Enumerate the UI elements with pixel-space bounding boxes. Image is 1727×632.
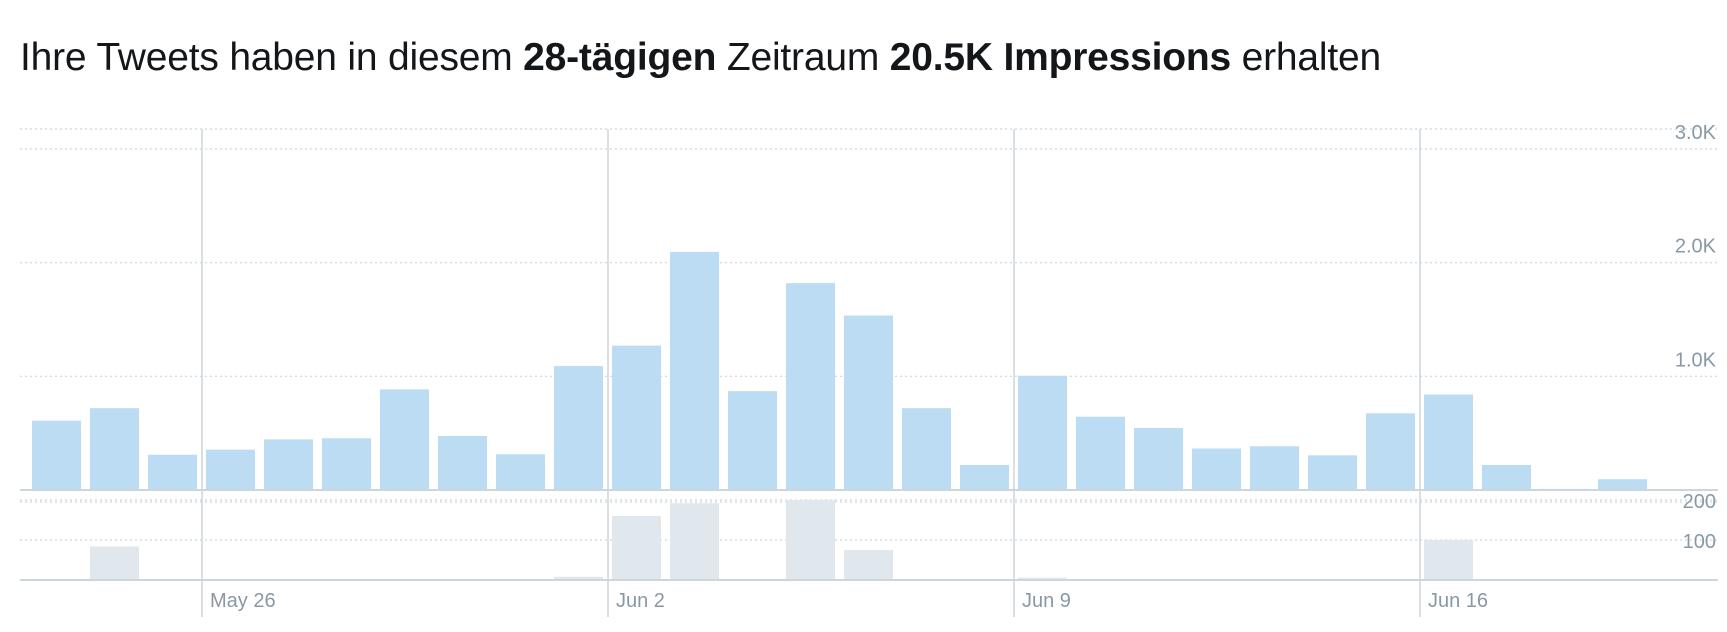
chart-title: Ihre Tweets haben in diesem 28-tägigen Z… [20, 34, 1381, 82]
impressions-bar [1308, 455, 1357, 490]
engagements-bar [786, 500, 835, 580]
impressions-bar [728, 391, 777, 490]
x-tick-label: Jun 16 [1428, 590, 1488, 612]
title-suffix: erhalten [1231, 36, 1382, 79]
title-middle: Zeitraum [716, 36, 890, 79]
impressions-bar [1134, 428, 1183, 490]
impressions-bar [90, 408, 139, 490]
impressions-bar [206, 449, 255, 490]
impressions-bar [264, 439, 313, 490]
impressions-bar [612, 345, 661, 490]
impressions-bar [902, 408, 951, 490]
title-total: 20.5K Impressions [889, 36, 1232, 79]
impressions-bar [1076, 416, 1125, 490]
y-tick-label: 1.0K [1675, 349, 1717, 371]
impressions-bar [438, 436, 487, 490]
engagements-bar [1018, 577, 1067, 580]
title-period: 28-tägigen [523, 36, 717, 79]
engagements-bar [670, 503, 719, 580]
impressions-bar [1018, 375, 1067, 490]
engagements-bar [612, 516, 661, 580]
impressions-bar [1250, 446, 1299, 490]
impressions-bar [380, 389, 429, 490]
y-tick-label: 100 [1683, 531, 1716, 553]
engagements-bar [844, 550, 893, 580]
impressions-bar [1424, 394, 1473, 490]
x-tick-label: Jun 9 [1022, 590, 1071, 612]
impressions-bar [960, 464, 1009, 490]
engagements-bar [90, 546, 139, 580]
impressions-bar [148, 454, 197, 490]
title-prefix: Ihre Tweets haben in diesem [20, 36, 524, 79]
impressions-bar [322, 438, 371, 490]
impressions-bar [554, 366, 603, 490]
x-tick-label: Jun 2 [616, 590, 665, 612]
impressions-bar [496, 454, 545, 490]
impressions-bar [844, 315, 893, 490]
y-tick-label: 200 [1683, 491, 1716, 513]
impressions-bar [1366, 413, 1415, 490]
engagements-bar [554, 576, 603, 580]
engagements-bar [1424, 540, 1473, 580]
y-tick-label: 3.0K [1675, 122, 1717, 144]
impressions-bar [1482, 464, 1531, 490]
impressions-bar [670, 251, 719, 490]
impressions-bar [1598, 479, 1647, 490]
impressions-bar [786, 283, 835, 490]
impressions-bar [1192, 448, 1241, 490]
impressions-bar [32, 420, 81, 490]
y-tick-label: 2.0K [1675, 236, 1717, 258]
x-tick-label: May 26 [210, 590, 276, 612]
